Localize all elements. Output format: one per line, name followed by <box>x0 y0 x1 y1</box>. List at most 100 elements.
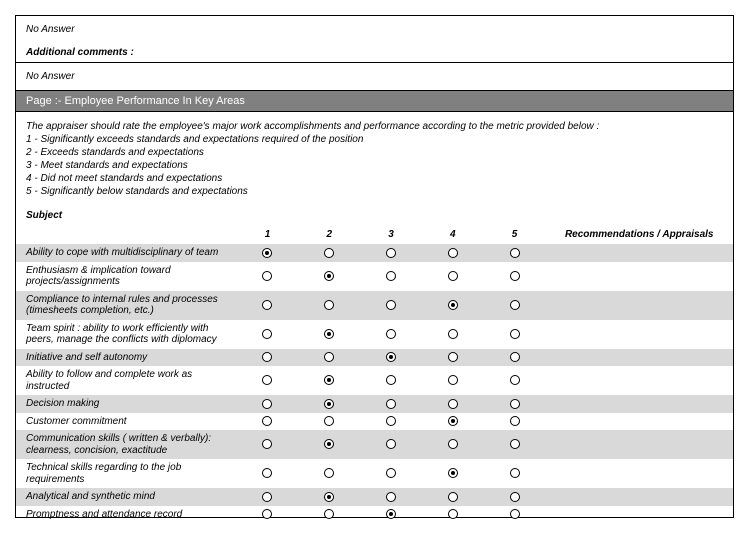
radio-option-3[interactable] <box>386 248 396 258</box>
radio-option-5[interactable] <box>510 439 520 449</box>
radio-option-5[interactable] <box>510 509 520 519</box>
rating-cell-1 <box>237 488 299 506</box>
radio-option-2[interactable] <box>324 509 334 519</box>
table-row: Analytical and synthetic mind <box>16 488 733 506</box>
rating-cell-4 <box>422 506 484 524</box>
rating-cell-1 <box>237 506 299 524</box>
radio-option-5[interactable] <box>510 329 520 339</box>
radio-option-5[interactable] <box>510 375 520 385</box>
radio-option-4[interactable] <box>448 300 458 310</box>
radio-option-2[interactable] <box>324 329 334 339</box>
radio-option-3[interactable] <box>386 492 396 502</box>
radio-option-5[interactable] <box>510 468 520 478</box>
radio-option-2[interactable] <box>324 352 334 362</box>
subject-label: Technical skills regarding to the job re… <box>16 459 237 488</box>
table-row: Technical skills regarding to the job re… <box>16 459 733 488</box>
radio-option-1[interactable] <box>262 352 272 362</box>
radio-option-1[interactable] <box>262 375 272 385</box>
table-row: Enthusiasm & implication toward projects… <box>16 262 733 291</box>
recommendations-cell <box>545 244 733 262</box>
col-2: 2 <box>298 225 360 244</box>
rating-cell-1 <box>237 349 299 367</box>
radio-option-2[interactable] <box>324 248 334 258</box>
radio-option-4[interactable] <box>448 329 458 339</box>
radio-option-3[interactable] <box>386 271 396 281</box>
no-answer-1: No Answer <box>16 16 733 43</box>
rating-cell-2 <box>298 291 360 320</box>
rating-cell-5 <box>484 262 546 291</box>
subject-label: Team spirit : ability to work efficientl… <box>16 320 237 349</box>
radio-option-5[interactable] <box>510 352 520 362</box>
radio-option-4[interactable] <box>448 468 458 478</box>
radio-option-2[interactable] <box>324 439 334 449</box>
radio-option-1[interactable] <box>262 271 272 281</box>
radio-option-4[interactable] <box>448 492 458 502</box>
page-frame: No Answer Additional comments : No Answe… <box>15 15 734 518</box>
rating-cell-3 <box>360 366 422 395</box>
radio-option-1[interactable] <box>262 248 272 258</box>
radio-option-3[interactable] <box>386 509 396 519</box>
subject-label: Analytical and synthetic mind <box>16 488 237 506</box>
rating-cell-5 <box>484 395 546 413</box>
rating-cell-5 <box>484 488 546 506</box>
radio-option-4[interactable] <box>448 399 458 409</box>
radio-option-1[interactable] <box>262 509 272 519</box>
radio-option-1[interactable] <box>262 329 272 339</box>
radio-option-4[interactable] <box>448 352 458 362</box>
rating-cell-4 <box>422 291 484 320</box>
radio-option-4[interactable] <box>448 375 458 385</box>
radio-option-4[interactable] <box>448 509 458 519</box>
radio-option-2[interactable] <box>324 300 334 310</box>
table-row: Initiative and self autonomy <box>16 349 733 367</box>
radio-option-2[interactable] <box>324 271 334 281</box>
radio-option-1[interactable] <box>262 399 272 409</box>
rating-cell-3 <box>360 262 422 291</box>
radio-option-3[interactable] <box>386 352 396 362</box>
additional-comments-heading: Additional comments : <box>16 43 733 62</box>
radio-option-5[interactable] <box>510 492 520 502</box>
radio-option-3[interactable] <box>386 399 396 409</box>
radio-option-1[interactable] <box>262 492 272 502</box>
recommendations-cell <box>545 395 733 413</box>
rating-cell-5 <box>484 459 546 488</box>
radio-option-5[interactable] <box>510 271 520 281</box>
radio-option-1[interactable] <box>262 439 272 449</box>
rating-cell-5 <box>484 366 546 395</box>
radio-option-2[interactable] <box>324 492 334 502</box>
radio-option-3[interactable] <box>386 439 396 449</box>
table-row: Decision making <box>16 395 733 413</box>
radio-option-3[interactable] <box>386 375 396 385</box>
rating-cell-1 <box>237 366 299 395</box>
instructions-line-1: 1 - Significantly exceeds standards and … <box>26 133 723 146</box>
rating-cell-5 <box>484 244 546 262</box>
radio-option-5[interactable] <box>510 399 520 409</box>
radio-option-5[interactable] <box>510 416 520 426</box>
radio-option-5[interactable] <box>510 248 520 258</box>
rating-cell-3 <box>360 244 422 262</box>
rating-cell-3 <box>360 291 422 320</box>
rating-cell-4 <box>422 244 484 262</box>
radio-option-2[interactable] <box>324 399 334 409</box>
rating-cell-1 <box>237 413 299 431</box>
rating-cell-2 <box>298 430 360 459</box>
radio-option-3[interactable] <box>386 468 396 478</box>
radio-option-2[interactable] <box>324 468 334 478</box>
radio-option-2[interactable] <box>324 416 334 426</box>
radio-option-4[interactable] <box>448 439 458 449</box>
radio-option-1[interactable] <box>262 468 272 478</box>
radio-option-5[interactable] <box>510 300 520 310</box>
rating-cell-5 <box>484 430 546 459</box>
rating-cell-4 <box>422 320 484 349</box>
radio-option-3[interactable] <box>386 300 396 310</box>
radio-option-1[interactable] <box>262 416 272 426</box>
instructions-line-5: 5 - Significantly below standards and ex… <box>26 185 723 198</box>
radio-option-2[interactable] <box>324 375 334 385</box>
radio-option-4[interactable] <box>448 271 458 281</box>
radio-option-3[interactable] <box>386 329 396 339</box>
recommendations-cell <box>545 320 733 349</box>
radio-option-3[interactable] <box>386 416 396 426</box>
radio-option-4[interactable] <box>448 248 458 258</box>
rating-cell-3 <box>360 459 422 488</box>
radio-option-4[interactable] <box>448 416 458 426</box>
radio-option-1[interactable] <box>262 300 272 310</box>
